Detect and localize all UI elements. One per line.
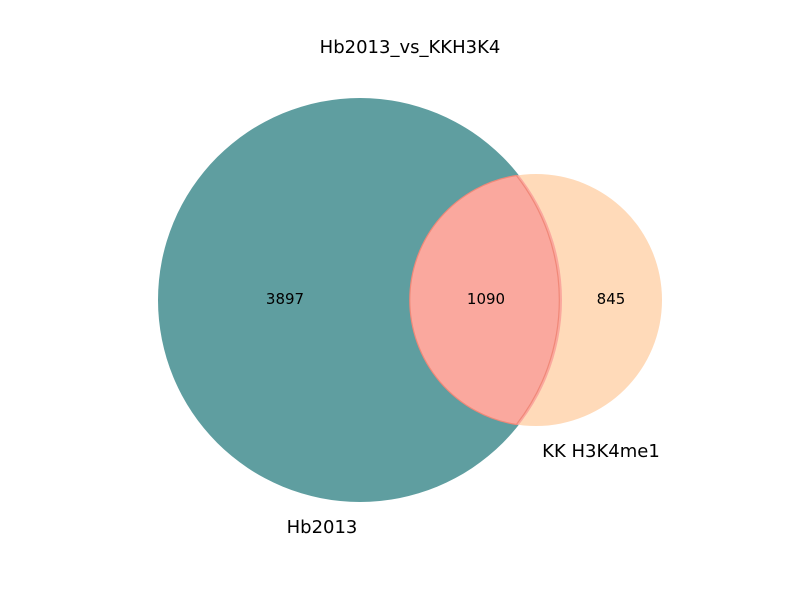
set-a-label: Hb2013	[287, 517, 358, 538]
diagram-title: Hb2013_vs_KKH3K4	[320, 37, 501, 58]
count-only-a: 3897	[266, 290, 304, 308]
count-only-b: 845	[597, 290, 626, 308]
count-intersection: 1090	[467, 290, 505, 308]
intersection-region	[410, 174, 562, 426]
set-b-label: KK H3K4me1	[542, 441, 660, 462]
intersection-outline	[409, 174, 560, 426]
